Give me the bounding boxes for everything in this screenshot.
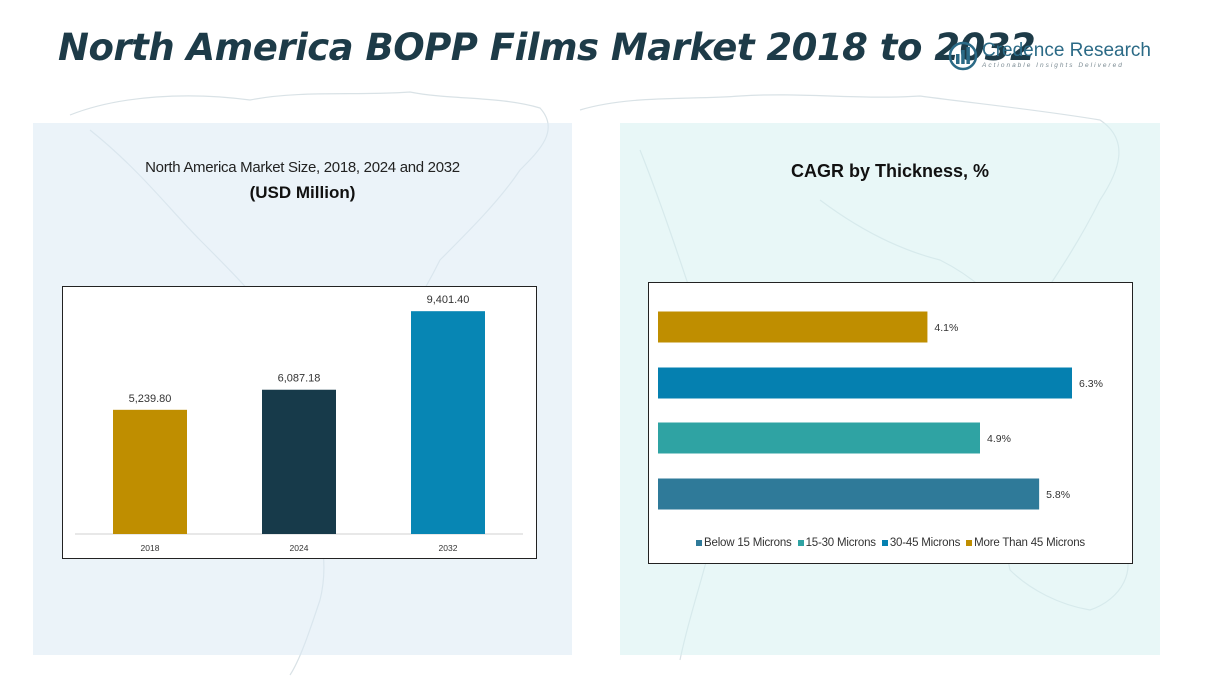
market-size-panel: North America Market Size, 2018, 2024 an… [33, 123, 572, 655]
x-tick-2018: 2018 [141, 543, 160, 553]
market-size-chart-svg: 5,239.80 2018 6,087.18 2024 9,401.40 2032 [75, 294, 523, 553]
credence-research-logo: Credence Research Actionable Insights De… [948, 40, 1151, 74]
cagr-chart-title: CAGR by Thickness, % [790, 161, 990, 181]
legend-swatch [797, 540, 804, 546]
market-size-chart-title: North America Market Size, 2018, 2024 an… [145, 159, 460, 176]
bar-2018 [113, 409, 187, 534]
legend-item: 15-30 Microns [797, 537, 876, 549]
legend-label: Below 15 Microns [704, 537, 792, 549]
page-title: North America BOPP Films Market 2018 to … [58, 26, 1036, 69]
legend-item: More Than 45 Microns [966, 537, 1085, 549]
bar-2024 [262, 389, 336, 534]
cagr-legend: Below 15 Microns 15-30 Microns 30-45 Micro… [649, 537, 1132, 549]
logo-icon [948, 41, 978, 71]
legend-label: 30-45 Microns [889, 537, 961, 549]
hbar-15-30-microns [658, 422, 980, 454]
data-label-2032: 9,401.40 [427, 294, 470, 306]
data-label-2024: 6,087.18 [278, 373, 321, 385]
cagr-chart: 5.8% 4.9% 6.3% 4.1% Below 15 Microns 15-30 M… [648, 282, 1133, 564]
data-label-2018: 5,239.80 [129, 393, 172, 405]
cagr-chart-svg: 5.8% 4.9% 6.3% 4.1% [658, 311, 1103, 510]
hbar-30-45-microns [658, 367, 1072, 399]
hbar-label-below-15-microns: 5.8% [1046, 489, 1070, 501]
hbar-label-30-45-microns: 6.3% [1079, 378, 1103, 390]
x-tick-2024: 2024 [290, 543, 309, 553]
cagr-panel: CAGR by Thickness, % 5.8% 4.9% 6.3% 4.1% Be… [620, 123, 1160, 655]
legend-swatch [696, 540, 703, 546]
x-tick-2032: 2032 [439, 543, 458, 553]
hbar-more-than-45-microns [658, 311, 928, 343]
legend-item: 30-45 Microns [881, 537, 961, 549]
hbar-label-more-than-45-microns: 4.1% [934, 322, 958, 334]
legend-swatch [881, 540, 888, 546]
legend-label: More Than 45 Microns [974, 537, 1085, 549]
market-size-chart-subtitle: (USD Million) [249, 183, 356, 202]
hbar-label-15-30-microns: 4.9% [987, 433, 1011, 445]
hbar-below-15-microns [658, 478, 1040, 510]
logo-name: Credence Research [982, 40, 1151, 61]
legend-item: Below 15 Microns [696, 537, 792, 549]
market-size-chart: 5,239.80 2018 6,087.18 2024 9,401.40 2032 [62, 286, 537, 559]
legend-label: 15-30 Microns [805, 537, 876, 549]
legend-swatch [966, 540, 973, 546]
bar-2032 [411, 311, 485, 534]
logo-tagline: Actionable Insights Delivered [982, 62, 1124, 69]
